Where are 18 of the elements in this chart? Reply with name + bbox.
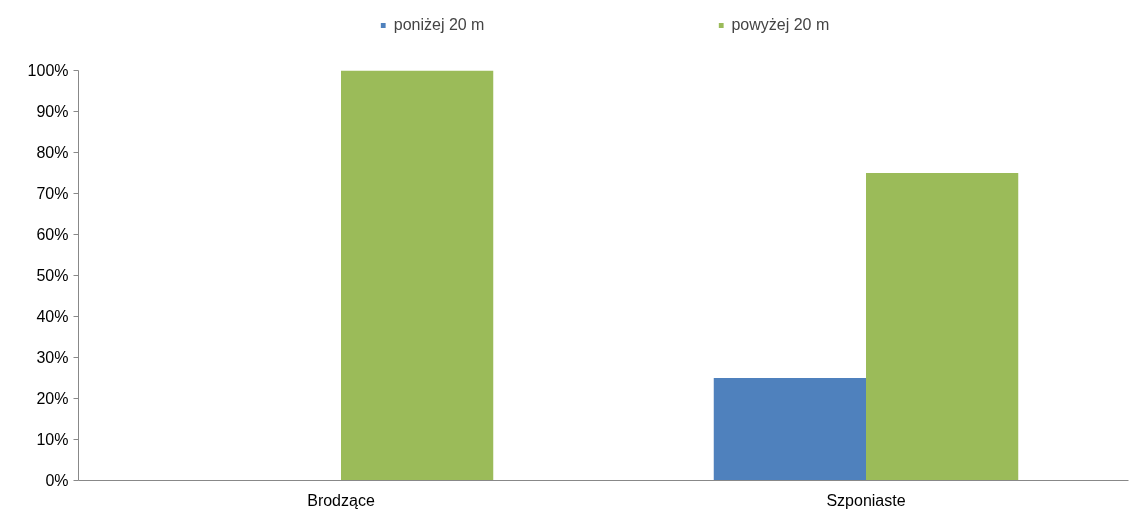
bar [866,173,1019,481]
y-tick-label: 70% [36,185,69,202]
y-tick-label: 0% [45,472,69,489]
y-tick-label: 40% [36,308,69,325]
bar [341,70,494,481]
bar [713,378,866,481]
y-tick-label: 80% [36,144,69,161]
y-tick-label: 60% [36,226,69,243]
x-tick-label: Szponiaste [826,491,906,509]
y-tick-label: 100% [27,62,69,79]
legend-label: powyżej 20 m [731,16,830,34]
y-tick-label: 10% [36,431,69,448]
y-tick-label: 90% [36,103,69,120]
x-tick-label: Brodzące [307,491,375,509]
y-tick-label: 30% [36,349,69,366]
legend-label: poniżej 20 m [393,16,485,34]
y-tick-label: 20% [36,390,69,407]
y-tick-label: 50% [36,267,69,284]
